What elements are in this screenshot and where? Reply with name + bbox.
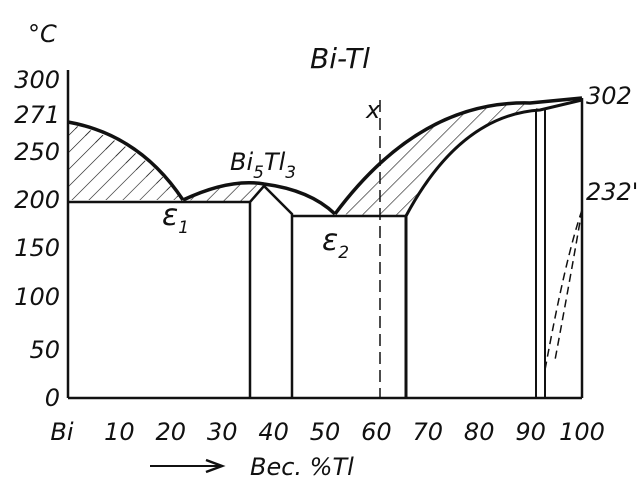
x-tick-label: 10: [104, 418, 135, 446]
x-tick-label: 60: [361, 418, 392, 446]
liquidus-left: [67, 120, 185, 201]
subscript: 2: [338, 243, 349, 263]
x-tick-label: Bi: [50, 418, 73, 446]
x-ticks: Bi 10 20 30 40 50 60 70 80 90 100: [50, 418, 604, 446]
symbol: ε: [322, 223, 338, 258]
transition-point: 232': [586, 178, 638, 206]
compound-label: Bi5Tl3: [230, 148, 296, 183]
hatch-left-region: [68, 124, 181, 200]
x-tick-label: 100: [559, 418, 605, 446]
subscript: 3: [285, 163, 296, 183]
liquidus-mid: [182, 180, 337, 216]
y-tick-label: 200: [14, 186, 60, 214]
x-tick-label: 30: [207, 418, 238, 446]
x-tick-label: 70: [413, 418, 444, 446]
symbol: ε: [162, 198, 178, 233]
y-tick-label: 100: [14, 283, 60, 311]
hatch-mid: [183, 184, 264, 202]
dashed-curve: [554, 209, 583, 361]
arrow-head: [205, 458, 226, 474]
liquidus-right: [333, 96, 583, 216]
hatch-right: [335, 102, 540, 216]
y-tick-label: 0: [45, 384, 60, 412]
x-marker-label: x: [365, 96, 381, 124]
solidus-right: [404, 98, 583, 398]
y-tick-label: 50: [29, 336, 60, 364]
x-tick-label: 40: [258, 418, 289, 446]
dashed-curve: [544, 209, 583, 371]
melting-point-tl: 302: [586, 82, 632, 110]
title: Bi-Tl: [310, 42, 370, 75]
y-tick-label: 150: [14, 234, 60, 262]
diagram-lines: [66, 70, 584, 474]
eutectic-2: ε2: [322, 223, 349, 263]
eutectic-1: ε1: [162, 198, 189, 238]
subscript: 1: [178, 218, 189, 238]
text: Bi: [230, 148, 253, 176]
text: Tl: [264, 148, 286, 176]
subscript: 5: [253, 163, 264, 183]
x-axis-label: Вес. %Tl: [250, 453, 354, 481]
x-tick-label: 90: [515, 418, 546, 446]
compound-region: [248, 184, 294, 398]
y-tick-label: 271: [14, 101, 60, 129]
y-tick-label: 300: [14, 66, 60, 94]
y-tick-label: 250: [14, 138, 60, 166]
x-tick-label: 80: [464, 418, 495, 446]
x-tick-label: 20: [156, 418, 187, 446]
y-unit: °C: [28, 20, 57, 48]
y-ticks: 300 271 250 200 150 100 50 0: [14, 66, 60, 412]
x-tick-label: 50: [310, 418, 341, 446]
